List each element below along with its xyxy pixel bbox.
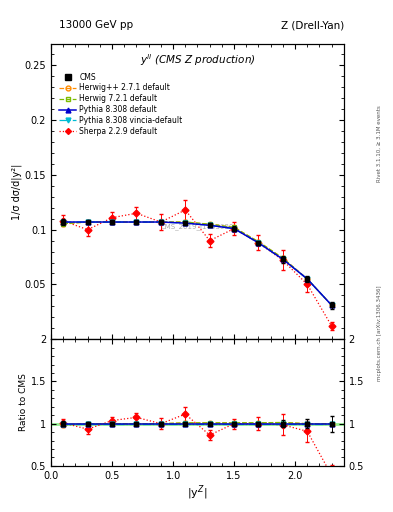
Text: 13000 GeV pp: 13000 GeV pp: [59, 20, 133, 31]
Y-axis label: Ratio to CMS: Ratio to CMS: [19, 374, 28, 432]
Text: mcplots.cern.ch [arXiv:1306.3436]: mcplots.cern.ch [arXiv:1306.3436]: [377, 285, 382, 380]
Text: CMS_2019_I1753680: CMS_2019_I1753680: [161, 223, 234, 230]
X-axis label: |y$^{Z}$|: |y$^{Z}$|: [187, 483, 208, 502]
Text: y$^{ll}$ (CMS Z production): y$^{ll}$ (CMS Z production): [140, 52, 255, 68]
Y-axis label: 1/σ dσ/d|y²|: 1/σ dσ/d|y²|: [11, 163, 22, 220]
Text: Z (Drell-Yan): Z (Drell-Yan): [281, 20, 344, 31]
Text: Rivet 3.1.10, ≥ 3.1M events: Rivet 3.1.10, ≥ 3.1M events: [377, 105, 382, 182]
Legend: CMS, Herwig++ 2.7.1 default, Herwig 7.2.1 default, Pythia 8.308 default, Pythia : CMS, Herwig++ 2.7.1 default, Herwig 7.2.…: [58, 71, 184, 138]
